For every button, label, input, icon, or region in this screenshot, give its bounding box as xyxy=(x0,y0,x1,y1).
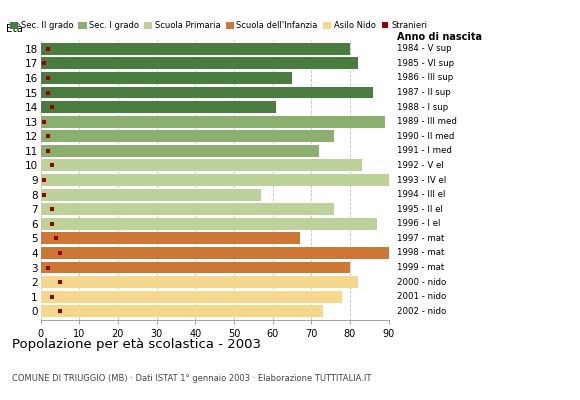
Text: 2000 - nido: 2000 - nido xyxy=(397,278,447,286)
Text: 1990 - II med: 1990 - II med xyxy=(397,132,455,141)
Text: 1999 - mat: 1999 - mat xyxy=(397,263,444,272)
Bar xyxy=(41,43,350,55)
Bar xyxy=(41,130,335,142)
Bar xyxy=(41,189,261,200)
Text: 1986 - III sup: 1986 - III sup xyxy=(397,74,454,82)
Text: 1987 - II sup: 1987 - II sup xyxy=(397,88,451,97)
Text: 1997 - mat: 1997 - mat xyxy=(397,234,445,243)
Bar xyxy=(41,160,361,171)
Text: 2002 - nido: 2002 - nido xyxy=(397,307,447,316)
Text: Età: Età xyxy=(6,24,23,34)
Text: Popolazione per età scolastica - 2003: Popolazione per età scolastica - 2003 xyxy=(12,338,260,351)
Text: 1985 - VI sup: 1985 - VI sup xyxy=(397,59,454,68)
Text: 1998 - mat: 1998 - mat xyxy=(397,248,445,258)
Text: 1991 - I med: 1991 - I med xyxy=(397,146,452,155)
Bar xyxy=(41,145,319,157)
Text: 1996 - I el: 1996 - I el xyxy=(397,219,441,228)
Text: 1984 - V sup: 1984 - V sup xyxy=(397,44,452,53)
Bar xyxy=(41,276,358,288)
Bar xyxy=(41,232,300,244)
Bar xyxy=(41,203,335,215)
Bar xyxy=(41,72,292,84)
Text: 1992 - V el: 1992 - V el xyxy=(397,161,444,170)
Text: COMUNE DI TRIUGGIO (MB) · Dati ISTAT 1° gennaio 2003 · Elaborazione TUTTITALIA.I: COMUNE DI TRIUGGIO (MB) · Dati ISTAT 1° … xyxy=(12,374,371,383)
Text: 1993 - IV el: 1993 - IV el xyxy=(397,176,447,184)
Bar xyxy=(41,218,377,230)
Text: 2001 - nido: 2001 - nido xyxy=(397,292,447,301)
Text: 1994 - III el: 1994 - III el xyxy=(397,190,445,199)
Bar xyxy=(41,174,389,186)
Legend: Sec. II grado, Sec. I grado, Scuola Primaria, Scuola dell'Infanzia, Asilo Nido, : Sec. II grado, Sec. I grado, Scuola Prim… xyxy=(10,21,427,30)
Bar xyxy=(41,305,323,317)
Bar xyxy=(41,57,358,69)
Text: Anno di nascita: Anno di nascita xyxy=(397,32,483,42)
Bar xyxy=(41,86,373,98)
Bar xyxy=(41,101,277,113)
Bar xyxy=(41,262,350,274)
Bar xyxy=(41,116,385,128)
Bar xyxy=(41,247,389,259)
Text: 1989 - III med: 1989 - III med xyxy=(397,117,457,126)
Text: 1995 - II el: 1995 - II el xyxy=(397,205,443,214)
Text: 1988 - I sup: 1988 - I sup xyxy=(397,102,448,112)
Bar xyxy=(41,291,342,303)
